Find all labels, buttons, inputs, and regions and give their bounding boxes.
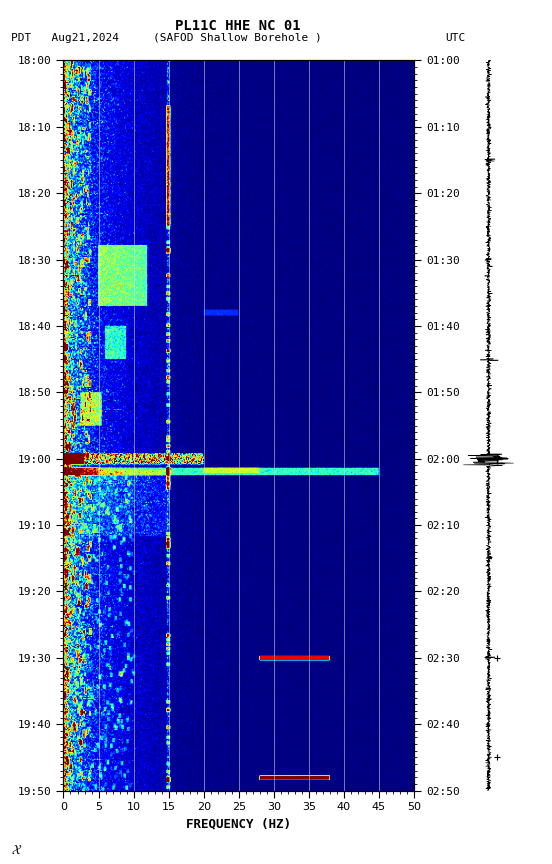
Text: $\mathcal{X}$: $\mathcal{X}$ — [11, 844, 22, 857]
Text: PL11C HHE NC 01: PL11C HHE NC 01 — [174, 19, 300, 33]
Text: PDT   Aug21,2024: PDT Aug21,2024 — [11, 33, 119, 43]
X-axis label: FREQUENCY (HZ): FREQUENCY (HZ) — [186, 818, 291, 831]
Text: UTC: UTC — [445, 33, 465, 43]
Text: (SAFOD Shallow Borehole ): (SAFOD Shallow Borehole ) — [153, 33, 322, 43]
